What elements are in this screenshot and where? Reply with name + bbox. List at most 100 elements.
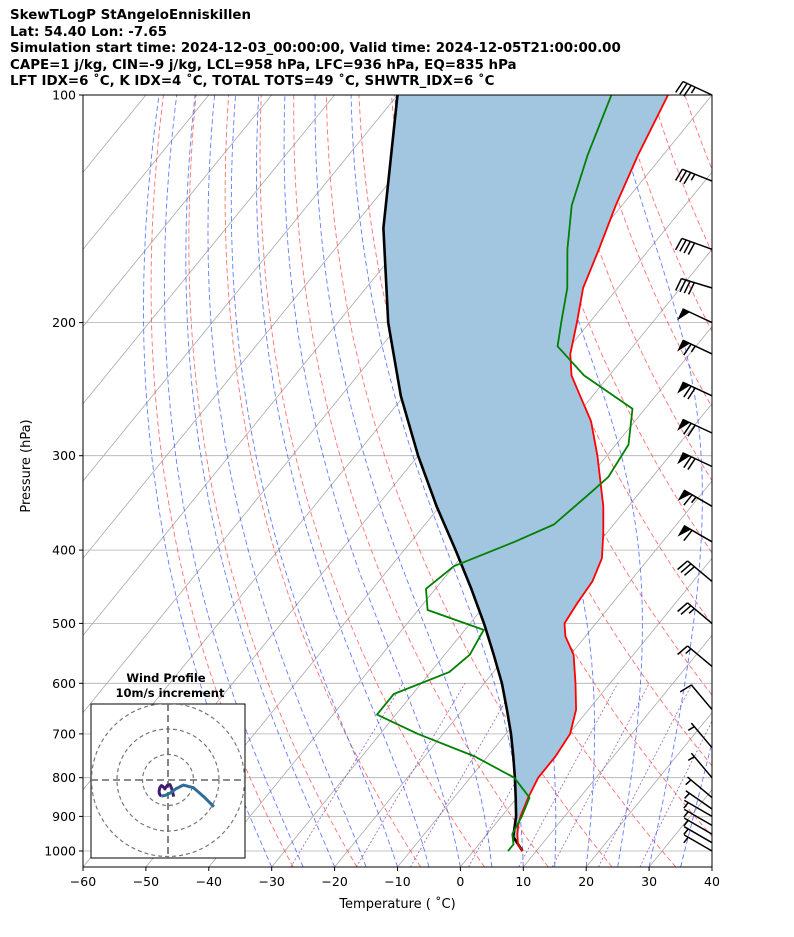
dry-adiabat xyxy=(750,95,794,867)
wind-barb xyxy=(677,489,713,507)
moist-adiabat xyxy=(611,95,703,867)
dewpoint-profile-line xyxy=(376,95,634,852)
wind-barb xyxy=(677,602,713,624)
wind-barb xyxy=(677,560,713,582)
wind-barb xyxy=(685,776,713,799)
x-axis-label: Temperature ( ˚C) xyxy=(338,896,455,912)
wind-barb xyxy=(687,722,713,749)
header-indices: LFT IDX=6 ˚C, K IDX=4 ˚C, TOTAL TOTS=49 … xyxy=(10,74,495,89)
wind-barb xyxy=(675,277,713,295)
dry-adiabat xyxy=(651,95,712,254)
y-tick-label: 600 xyxy=(52,676,76,691)
x-tick-label: 10 xyxy=(515,874,531,889)
sounding-profiles xyxy=(376,95,669,852)
x-tick-label: −30 xyxy=(259,874,285,889)
isotherm-gridline xyxy=(83,95,210,251)
wind-barb xyxy=(677,339,713,356)
header-cape-cin: CAPE=1 j/kg, CIN=-9 j/kg, LCL=958 hPa, L… xyxy=(10,57,517,73)
x-tick-label: 40 xyxy=(704,874,720,889)
x-tick-label: 20 xyxy=(578,874,594,889)
wind-barb xyxy=(683,799,713,818)
isotherm-gridline xyxy=(397,480,712,867)
hodograph-title: Wind Profile xyxy=(126,671,206,685)
y-tick-label: 100 xyxy=(52,88,76,103)
x-tick-label: −60 xyxy=(70,874,96,889)
moist-adiabat xyxy=(519,95,643,867)
moist-adiabat xyxy=(143,95,273,867)
axes: −60 −50 −40 −30 −20 −10 0 10 20 30 40 100 200 300 400 5… xyxy=(19,88,720,913)
header-station-title: SkewTLogP StAngeloEnniskillen xyxy=(10,8,252,23)
wind-barb xyxy=(687,752,713,779)
x-tick-label: 30 xyxy=(641,874,657,889)
wind-barb xyxy=(675,80,713,97)
chart-header: SkewTLogP StAngeloEnniskillen Lat: 54.40… xyxy=(10,8,780,91)
wind-barb xyxy=(677,452,713,471)
wind-barb xyxy=(677,645,713,667)
moist-adiabat xyxy=(711,865,712,867)
y-tick-label: 400 xyxy=(52,543,76,558)
moist-adiabat xyxy=(230,95,398,867)
y-tick-label: 800 xyxy=(52,770,76,785)
dry-adiabat xyxy=(783,95,794,867)
x-tick-label: −10 xyxy=(384,874,410,889)
isotherm-gridline xyxy=(83,95,398,482)
dry-adiabat xyxy=(259,95,485,867)
isotherm-gridline xyxy=(522,634,712,867)
mixing-ratio-line xyxy=(518,683,619,867)
mixing-ratio-line xyxy=(290,683,404,867)
moist-adiabat xyxy=(350,95,524,867)
hodograph-trace xyxy=(157,783,176,798)
x-tick-label: 0 xyxy=(456,874,464,889)
hodograph-subtitle: 10m/s increment xyxy=(116,686,225,700)
header-times: Simulation start time: 2024-12-03_00:00:… xyxy=(10,41,621,56)
dry-adiabat xyxy=(224,95,422,867)
parcel-profile-line xyxy=(382,95,524,852)
isotherm-gridline xyxy=(83,95,335,405)
isotherm-gridline xyxy=(711,866,712,867)
dry-adiabat xyxy=(521,95,712,554)
wind-barb xyxy=(683,826,713,844)
wind-barb xyxy=(677,381,713,400)
dry-adiabat xyxy=(188,95,358,867)
x-tick-label: −40 xyxy=(196,874,222,889)
header-lat-lon: Lat: 54.40 Lon: -7.65 xyxy=(10,24,167,40)
background-reference-lines xyxy=(83,95,794,867)
wind-barb xyxy=(679,684,713,710)
isotherm-gridline xyxy=(648,789,712,867)
x-tick-label: −20 xyxy=(321,874,347,889)
wind-barb xyxy=(677,308,713,324)
dry-adiabat xyxy=(684,95,712,171)
x-tick-label: −50 xyxy=(133,874,159,889)
isotherm-gridline xyxy=(83,95,461,559)
isotherm-gridline xyxy=(585,711,712,867)
moist-adiabat xyxy=(283,95,461,867)
dry-adiabat xyxy=(150,95,294,867)
wind-barb xyxy=(674,168,713,185)
y-tick-label: 900 xyxy=(52,809,76,824)
dry-adiabat xyxy=(619,95,712,333)
wind-barb xyxy=(683,834,713,852)
moist-adiabat xyxy=(256,95,430,867)
dry-adiabat xyxy=(717,95,794,867)
y-tick-label: 300 xyxy=(52,448,76,463)
mixing-ratio-line xyxy=(355,683,466,867)
mixing-ratio-line xyxy=(551,683,650,867)
moist-adiabat xyxy=(314,95,493,867)
moist-adiabat xyxy=(164,95,304,867)
y-axis-label: Pressure (hPa) xyxy=(19,419,34,512)
wind-barb xyxy=(683,817,713,835)
mixing-ratio-line xyxy=(598,683,693,867)
wind-barb xyxy=(677,418,713,437)
isotherm-gridline xyxy=(83,95,84,96)
dry-adiabat xyxy=(325,95,613,867)
wind-barb xyxy=(683,808,713,827)
wind-barbs xyxy=(674,80,713,852)
moist-adiabat xyxy=(207,95,367,867)
moist-adiabat xyxy=(680,740,712,867)
y-tick-label: 200 xyxy=(52,315,76,330)
mixing-ratio-line xyxy=(410,683,517,867)
isotherm-gridline xyxy=(334,403,712,867)
cape-shading xyxy=(383,95,668,851)
